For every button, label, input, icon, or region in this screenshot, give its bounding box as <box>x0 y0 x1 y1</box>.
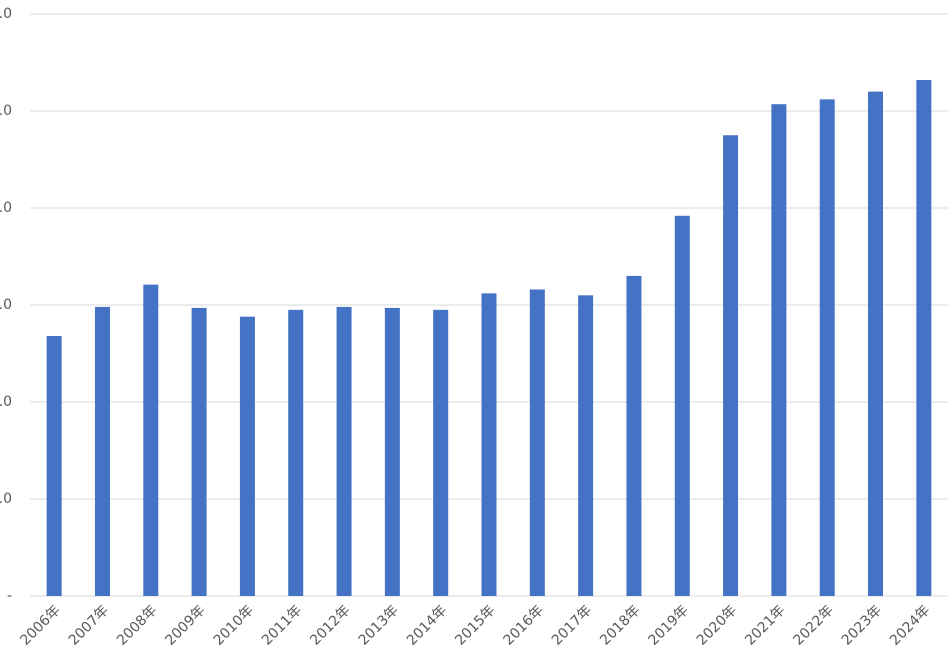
y-tick-label: 5.0 <box>0 103 12 119</box>
bar <box>433 309 449 596</box>
x-tick-label: 2009年 <box>162 602 208 648</box>
x-tick-label: 2012年 <box>307 602 353 648</box>
bar <box>384 307 400 596</box>
bar <box>819 99 835 597</box>
x-tick-label: 2024年 <box>887 602 933 648</box>
bar <box>626 275 642 596</box>
bar <box>191 307 207 596</box>
y-tick-label: - <box>7 588 12 604</box>
bar <box>143 284 159 596</box>
y-tick-label: 1.0 <box>0 491 12 507</box>
bar <box>481 293 497 596</box>
x-tick-label: 2017年 <box>549 602 595 648</box>
bar <box>916 79 932 596</box>
bar <box>674 215 690 596</box>
x-tick-label: 2014年 <box>404 602 450 648</box>
x-tick-label: 2021年 <box>742 602 788 648</box>
bar <box>336 306 352 596</box>
x-tick-label: 2006年 <box>17 602 63 648</box>
x-tick-label: 2022年 <box>790 602 836 648</box>
y-tick-label: 2.0 <box>0 394 12 410</box>
bar <box>723 135 739 596</box>
x-tick-label: 2019年 <box>646 602 692 648</box>
bar <box>868 91 884 596</box>
y-tick-label: 6.0 <box>0 6 12 22</box>
y-tick-label: 4.0 <box>0 200 12 216</box>
x-tick-label: 2023年 <box>839 602 885 648</box>
y-tick-label: 3.0 <box>0 297 12 313</box>
bar <box>578 295 594 596</box>
x-tick-label: 2020年 <box>694 602 740 648</box>
bar <box>94 306 110 596</box>
bar <box>288 309 304 596</box>
x-tick-label: 2008年 <box>114 602 160 648</box>
x-tick-label: 2016年 <box>501 602 547 648</box>
x-tick-label: 2007年 <box>66 602 112 648</box>
x-tick-label: 2015年 <box>452 602 498 648</box>
bar <box>239 316 255 596</box>
x-tick-label: 2013年 <box>356 602 402 648</box>
x-tick-label: 2010年 <box>211 602 257 648</box>
bar <box>46 336 62 596</box>
x-tick-label: 2011年 <box>259 602 305 648</box>
bar <box>529 289 545 596</box>
x-tick-label: 2018年 <box>597 602 643 648</box>
bar <box>771 104 787 597</box>
